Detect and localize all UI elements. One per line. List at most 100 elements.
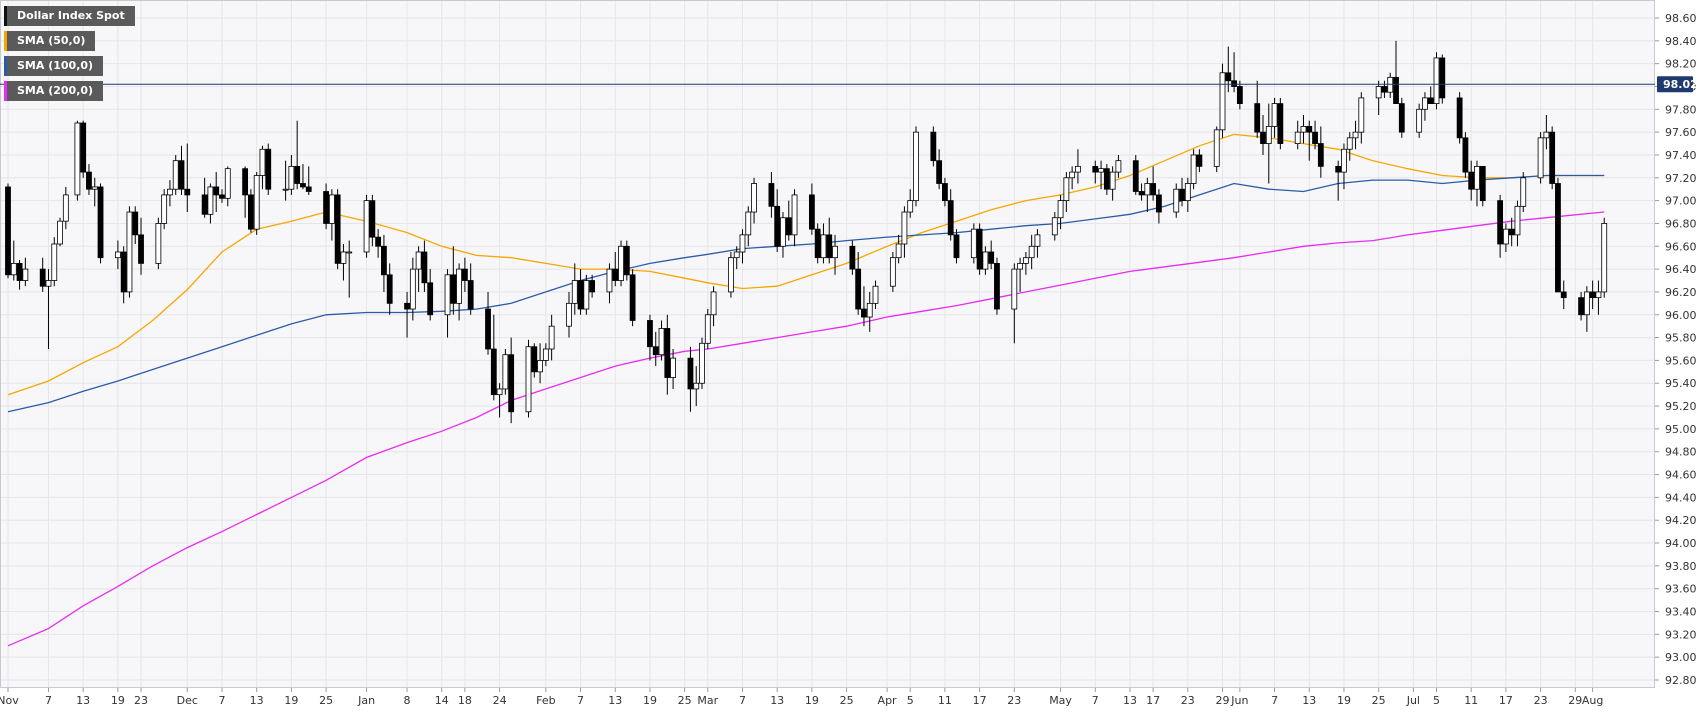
candle <box>1456 92 1463 144</box>
candle <box>485 291 491 355</box>
candle <box>167 180 173 207</box>
candle-body <box>1196 154 1203 167</box>
candle <box>248 189 254 233</box>
candle <box>62 186 69 230</box>
last-price-label: 98.02 <box>1663 78 1698 91</box>
candle-body <box>866 302 873 318</box>
candle-body <box>5 186 11 276</box>
candle <box>618 240 624 287</box>
candle <box>1578 291 1584 321</box>
candle-body <box>1416 108 1423 133</box>
candle <box>571 263 578 315</box>
y-tick-label: 94.60 <box>1665 469 1697 482</box>
candle <box>1115 154 1122 178</box>
y-tick-label: 93.60 <box>1665 583 1697 596</box>
candle <box>259 145 266 190</box>
x-tick-label: 13 <box>1302 694 1316 707</box>
candle <box>1277 97 1284 150</box>
x-tick-label: 17 <box>973 694 987 707</box>
candle-body <box>126 211 133 293</box>
y-tick-label: 95.80 <box>1665 332 1697 345</box>
candle <box>86 164 92 195</box>
candle-body <box>780 217 786 247</box>
candle-body <box>114 251 121 259</box>
candle <box>953 229 960 264</box>
candle <box>381 234 387 292</box>
legend-item[interactable]: Dollar Index Spot <box>4 6 135 26</box>
candle <box>132 206 139 244</box>
x-tick-label: 23 <box>1007 694 1021 707</box>
candle-body <box>386 274 393 304</box>
candle <box>849 240 856 275</box>
candle <box>566 291 572 338</box>
candle-body <box>1300 126 1307 133</box>
candle <box>1011 263 1018 344</box>
candle-body <box>895 243 902 259</box>
candle <box>1439 54 1446 104</box>
candle <box>1543 115 1550 150</box>
candle-body <box>1155 194 1162 213</box>
candle <box>161 189 168 230</box>
candle-body <box>1341 148 1347 173</box>
legend-swatch <box>4 31 7 51</box>
x-tick-label: Jun <box>1230 694 1248 707</box>
candle-body <box>728 257 734 293</box>
candle-body <box>404 302 410 310</box>
candle <box>1549 126 1556 190</box>
y-tick-label: 95.00 <box>1665 423 1697 436</box>
legend-item[interactable]: SMA (100,0) <box>4 56 104 76</box>
candle <box>288 154 295 195</box>
legend-item[interactable]: SMA (200,0) <box>4 81 104 101</box>
x-tick-label: 13 <box>770 694 784 707</box>
candle-body <box>623 245 630 276</box>
candle-body <box>184 188 191 196</box>
candle-body <box>826 234 833 259</box>
candle-body <box>1583 291 1590 316</box>
candle-body <box>132 211 139 236</box>
candle <box>467 263 474 315</box>
candle <box>1092 160 1099 184</box>
x-tick-label: 5 <box>907 694 914 707</box>
candle-body <box>849 245 856 270</box>
candle-body <box>502 354 509 390</box>
y-tick-label: 93.40 <box>1665 606 1697 619</box>
y-tick-label: 98.40 <box>1665 35 1697 48</box>
candle-body <box>1560 291 1567 299</box>
candle <box>375 229 382 258</box>
candle-body <box>219 194 225 199</box>
x-axis: Nov 7 13 19 23 Dec 7 13 19 25 Jan 8 14 18 24 Feb 7 13 19 25… <box>0 688 1603 707</box>
x-tick-label: 14 <box>435 694 449 707</box>
candle-body <box>791 194 798 236</box>
candle-body <box>10 262 17 276</box>
candle-body <box>265 148 272 190</box>
candle-body <box>1179 188 1185 202</box>
candle <box>1034 229 1041 258</box>
candle <box>1468 160 1475 201</box>
candle <box>1335 160 1342 201</box>
candle-body <box>808 194 815 230</box>
candle-body <box>976 228 983 270</box>
candle <box>1398 97 1405 138</box>
candle <box>1422 92 1428 121</box>
candle <box>629 269 636 327</box>
x-tick-label: 17 <box>1146 694 1160 707</box>
y-tick-label: 95.20 <box>1665 400 1697 413</box>
candle <box>1155 189 1162 224</box>
x-tick-label: 29 <box>1216 694 1230 707</box>
legend-item[interactable]: SMA (50,0) <box>4 31 96 51</box>
y-tick-label: 97.60 <box>1665 126 1697 139</box>
candle-body <box>814 228 821 259</box>
candle-body <box>768 183 775 207</box>
candle <box>1196 149 1203 173</box>
candle <box>184 143 191 213</box>
legend-swatch <box>4 6 7 26</box>
plot-border <box>0 0 1655 688</box>
candle <box>126 206 133 298</box>
x-tick-label: 13 <box>76 694 90 707</box>
candle <box>427 269 434 321</box>
candle <box>872 280 879 310</box>
candle-body <box>670 357 676 378</box>
y-tick-label: 96.20 <box>1665 286 1697 299</box>
candle <box>1173 183 1180 218</box>
candle-body <box>444 274 451 316</box>
